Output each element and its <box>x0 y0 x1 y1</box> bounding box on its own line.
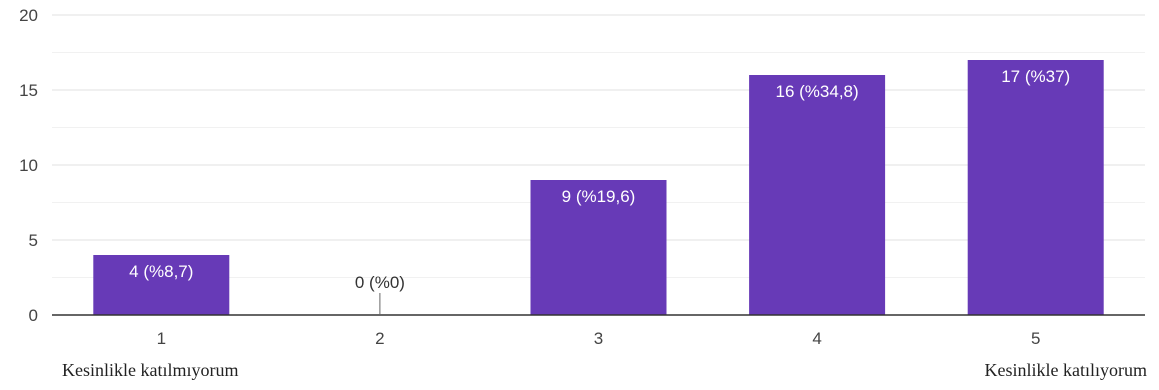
scale-low-label: Kesinlikle katılmıyorum <box>62 360 239 380</box>
x-tick-label: 1 <box>157 329 166 348</box>
bar <box>530 180 667 315</box>
data-label: 17 (%37) <box>1001 67 1070 86</box>
x-tick-label: 3 <box>594 329 603 348</box>
y-tick-label: 10 <box>19 156 38 175</box>
bar <box>93 255 230 315</box>
bars <box>93 60 1104 315</box>
data-label: 9 (%19,6) <box>562 187 636 206</box>
x-tick-label: 2 <box>375 329 384 348</box>
bar <box>967 60 1104 315</box>
y-tick-label: 5 <box>29 231 38 250</box>
y-tick-label: 0 <box>29 306 38 325</box>
x-tick-label: 4 <box>812 329 821 348</box>
y-axis-ticks: 0 5 10 15 20 <box>19 6 38 325</box>
bar <box>749 75 886 315</box>
data-label: 16 (%34,8) <box>776 82 859 101</box>
data-labels: 4 (%8,7) 0 (%0) 9 (%19,6) 16 (%34,8) 17 (%37… <box>129 67 1070 315</box>
scale-high-label: Kesinlikle katılıyorum <box>984 360 1147 380</box>
y-tick-label: 20 <box>19 6 38 25</box>
y-tick-label: 15 <box>19 81 38 100</box>
data-label: 4 (%8,7) <box>129 262 193 281</box>
x-tick-label: 5 <box>1031 329 1040 348</box>
data-label: 0 (%0) <box>355 273 405 292</box>
x-axis-ticks: 1 2 3 4 5 <box>157 329 1041 348</box>
